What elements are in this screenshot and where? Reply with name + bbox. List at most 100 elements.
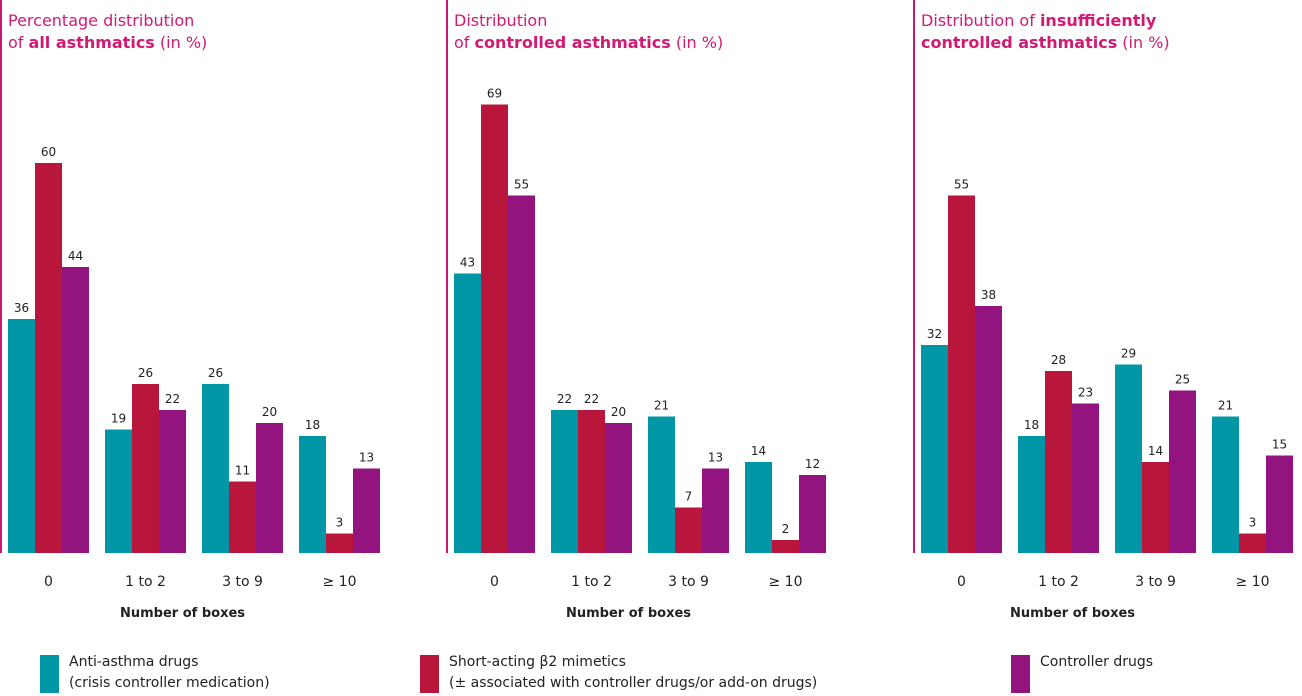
bar — [948, 195, 975, 553]
chart-title-part: (in %) — [154, 33, 208, 52]
x-tick-label: ≥ 10 — [323, 574, 357, 590]
legend-label: Controller drugs — [1040, 654, 1154, 670]
data-label: 36 — [14, 301, 29, 315]
bar — [772, 540, 799, 553]
bar — [8, 319, 35, 553]
bar — [132, 384, 159, 553]
data-label: 14 — [751, 444, 766, 458]
bar — [1142, 462, 1169, 553]
data-label: 18 — [305, 418, 320, 432]
x-tick-label: 1 to 2 — [125, 574, 166, 590]
data-label: 55 — [514, 178, 529, 192]
bar — [921, 345, 948, 553]
data-label: 21 — [1218, 399, 1233, 413]
x-tick-label: ≥ 10 — [769, 574, 803, 590]
data-label: 11 — [235, 464, 250, 478]
bar — [975, 306, 1002, 553]
bar — [326, 533, 353, 553]
x-axis-title: Number of boxes — [1010, 606, 1136, 621]
data-label: 2 — [782, 522, 790, 536]
data-label: 44 — [68, 249, 83, 263]
chart-title-part: controlled asthmatics — [474, 33, 671, 52]
chart-title-part: of — [8, 33, 29, 52]
bar — [1239, 533, 1266, 553]
bar — [578, 410, 605, 553]
bar — [1212, 416, 1239, 553]
bar — [159, 410, 186, 553]
bar — [1045, 371, 1072, 553]
data-label: 22 — [584, 392, 599, 406]
data-label: 15 — [1272, 438, 1287, 452]
panel-divider — [446, 0, 448, 553]
bar-chart: 32 55 38 0 18 28 23 1 to 2 29 14 25 3 to 9 21 3 15 ≥ 10 — [921, 178, 1293, 590]
chart-title-part: (in %) — [1117, 33, 1170, 52]
data-label: 60 — [41, 145, 56, 159]
x-tick-label: 3 to 9 — [1135, 574, 1176, 590]
chart-title-part: all asthmatics — [28, 33, 155, 52]
bar — [481, 104, 508, 553]
data-label: 3 — [1249, 516, 1257, 530]
bar-chart: 36 60 44 0 19 26 22 1 to 2 26 11 20 3 to 9 18 3 13 ≥ 10 — [8, 145, 380, 590]
data-label: 13 — [359, 451, 374, 465]
data-label: 14 — [1148, 444, 1163, 458]
data-label: 23 — [1078, 386, 1093, 400]
bar — [1266, 455, 1293, 553]
data-label: 28 — [1051, 353, 1066, 367]
chart-title: Distribution of controlled asthmatics (in… — [454, 10, 723, 54]
bar — [1115, 364, 1142, 553]
x-tick-label: 0 — [490, 574, 499, 590]
bar — [551, 410, 578, 553]
data-label: 22 — [557, 392, 572, 406]
bar — [454, 273, 481, 553]
bar — [229, 481, 256, 553]
bar — [702, 468, 729, 553]
bar — [202, 384, 229, 553]
bar — [256, 423, 283, 553]
x-axis-title: Number of boxes — [566, 606, 692, 621]
chart-panel-all: Percentage distribution of all asthmatics… — [0, 0, 420, 621]
chart-panel-insufficient: Distribution of insufficiently controlled… — [913, 0, 1302, 621]
panel-divider — [0, 0, 2, 553]
data-label: 19 — [111, 412, 126, 426]
legend-label: Anti-asthma drugs (crisis controller med… — [69, 654, 270, 691]
data-label: 26 — [138, 366, 153, 380]
data-label: 22 — [165, 392, 180, 406]
data-label: 21 — [654, 399, 669, 413]
bar — [1169, 390, 1196, 553]
chart-title-part: Distribution of — [921, 11, 1040, 30]
chart-title-part: of — [454, 33, 475, 52]
data-label: 20 — [262, 405, 277, 419]
bar — [605, 423, 632, 553]
chart-title-part: Percentage distribution — [8, 11, 195, 30]
data-label: 32 — [927, 327, 942, 341]
bar — [745, 462, 772, 553]
data-label: 12 — [805, 457, 820, 471]
bar — [62, 267, 89, 553]
data-label: 25 — [1175, 373, 1190, 387]
legend-swatch — [1011, 655, 1030, 693]
panel-divider — [913, 0, 915, 553]
data-label: 7 — [685, 490, 693, 504]
bar — [508, 195, 535, 553]
x-tick-label: 0 — [44, 574, 53, 590]
x-tick-label: 3 to 9 — [222, 574, 263, 590]
data-label: 18 — [1024, 418, 1039, 432]
chart-title-part: insufficiently — [1039, 11, 1157, 30]
legend-swatch — [420, 655, 439, 693]
bar — [353, 468, 380, 553]
chart-title-part: Distribution — [454, 11, 548, 30]
bar — [1072, 403, 1099, 553]
bar — [1018, 436, 1045, 553]
bar — [799, 475, 826, 553]
chart-title-part: controlled asthmatics — [921, 33, 1118, 52]
x-tick-label: 1 to 2 — [1038, 574, 1079, 590]
chart-title: Percentage distribution of all asthmatics… — [8, 10, 207, 54]
x-tick-label: 1 to 2 — [571, 574, 612, 590]
data-label: 43 — [460, 256, 475, 270]
data-label: 3 — [336, 516, 344, 530]
bar — [648, 416, 675, 553]
bar-chart: 43 69 55 0 22 22 20 1 to 2 21 7 13 3 to 9 14 2 12 ≥ 10 — [454, 87, 826, 590]
legend-label: Short-acting β2 mimetics (± associated w… — [449, 654, 818, 691]
data-label: 55 — [954, 178, 969, 192]
x-tick-label: 3 to 9 — [668, 574, 709, 590]
